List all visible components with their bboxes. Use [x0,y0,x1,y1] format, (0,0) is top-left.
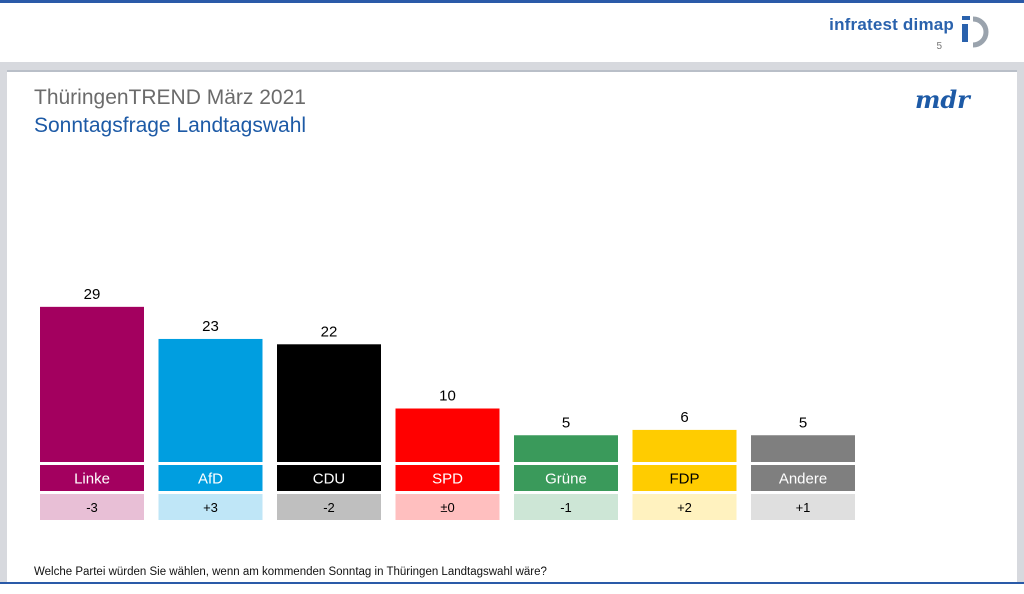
party-label: SPD [432,471,463,488]
change-label: ±0 [440,500,454,515]
value-label: 23 [202,318,219,335]
bar-chart: 29 Linke -3 23 AfD +3 22 CDU -2 10 SPD ±0 5 Grüne -1 6 F… [40,286,855,520]
change-label: -2 [323,500,335,515]
bar-linke [40,306,144,462]
value-label: 5 [799,414,807,431]
change-box [277,494,381,520]
change-box [751,494,855,520]
mdr-logo-text: mdr [915,86,972,114]
question-footnote: Welche Partei würden Sie wählen, wenn am… [34,566,547,578]
bar-spd [395,408,500,462]
slide-title: ThüringenTREND März 2021 [34,86,306,109]
party-label-box [751,465,855,491]
change-box [632,494,737,520]
party-label-box [158,465,263,491]
slide-panel: ThüringenTREND März 2021 Sonntagsfrage L… [7,70,1017,582]
change-box [514,494,618,520]
value-label: 10 [439,388,456,405]
party-label-box [395,465,500,491]
party-label-box [40,465,144,491]
change-label: +2 [677,500,692,515]
bar-andere [751,435,855,462]
party-label: FDP [670,471,700,488]
value-label: 5 [562,414,570,431]
party-label: Grüne [545,471,587,488]
bottom-bar [0,582,1024,594]
party-label-box [514,465,618,491]
top-bar: infratest dimap 5 [0,0,1024,62]
change-label: -1 [560,500,572,515]
party-label-box [632,465,737,491]
change-label: -3 [86,500,98,515]
value-label: 22 [321,323,338,340]
party-label: Linke [74,471,110,488]
party-label: AfD [198,471,223,488]
bar-afd [158,338,263,462]
brand-name: infratest dimap [829,15,954,34]
change-box [395,494,500,520]
change-box [158,494,263,520]
change-label: +1 [796,500,811,515]
value-label: 29 [84,286,101,303]
party-label: CDU [313,471,346,488]
slide-subtitle: Sonntagsfrage Landtagswahl [34,114,307,137]
party-label-box [277,465,381,491]
bar-fdp [632,429,737,462]
bar-cdu [277,344,381,462]
infratest-dimap-logo-icon [962,16,989,48]
value-label: 6 [680,409,688,426]
bar-grüne [514,435,618,462]
mdr-logo-icon: mdr [915,86,972,114]
page-number: 5 [936,41,942,52]
party-label: Andere [779,471,827,488]
change-label: +3 [203,500,218,515]
change-box [40,494,144,520]
